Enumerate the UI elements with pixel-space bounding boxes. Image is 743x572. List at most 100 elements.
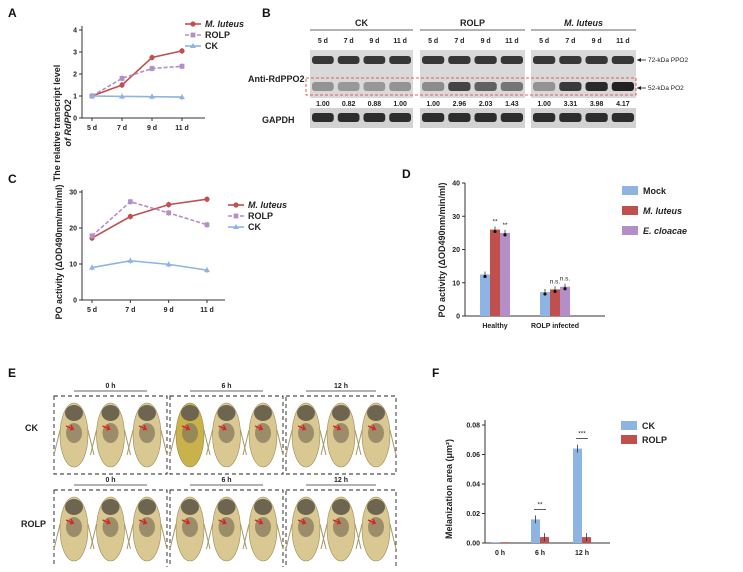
panel-d-bars: ** ** n.s. n.s. <box>480 219 570 316</box>
photo-time-label: 0 h <box>105 477 115 484</box>
panel-a-ytick-label: 4 <box>73 28 77 35</box>
panel-c-point-ck <box>89 264 95 270</box>
panel-c-xticks: 5 d 7 d 9 d 11 d <box>87 300 214 314</box>
insect-head <box>332 405 350 421</box>
panel-c-legend-label-rolp: ROLP <box>248 211 273 221</box>
panel-c-ylabel: PO activity (ΔOD490nm/min/ml) <box>54 184 64 319</box>
panel-d-bar-e-cloacae <box>500 232 510 316</box>
panel-a-legend-marker <box>190 21 196 27</box>
blot-band-ppo2 <box>559 56 582 64</box>
panel-c-point-m-luteus <box>127 213 133 220</box>
blot-band-ppo2 <box>585 56 608 64</box>
panel-d-ytick-label: 10 <box>452 280 460 287</box>
melanization-arrow <box>102 518 111 525</box>
panel-d-ytick-label: 0 <box>456 314 460 321</box>
panel-d-ytick-label: 30 <box>452 214 460 221</box>
insect-head <box>297 405 315 421</box>
insect-head <box>217 405 236 421</box>
insect-head <box>65 499 83 515</box>
melanization-arrow <box>297 424 307 431</box>
panel-b-letter: B <box>262 6 271 20</box>
insect-leg <box>320 523 328 550</box>
panel-a-point-ck <box>179 94 185 100</box>
insect-head <box>101 405 120 421</box>
blot-quant-value: 3.31 <box>564 101 578 108</box>
panel-a-legend-label-rolp: ROLP <box>205 30 230 40</box>
blot-band-ppo2 <box>389 56 411 64</box>
photo-time-label: 12 h <box>334 383 348 390</box>
photo-time-label: 6 h <box>221 383 231 390</box>
insect-leg <box>354 523 362 550</box>
panel-a-legend-label-m-luteus: M. luteus <box>205 19 244 29</box>
panel-a-xtick-label: 5 d <box>87 125 97 132</box>
blot-band-po2 <box>611 82 634 91</box>
melanization-arrow <box>65 518 75 525</box>
panel-a-legend-marker <box>190 43 196 48</box>
blot-band-gapdh <box>474 113 497 122</box>
panel-a-point-m-luteus <box>149 54 155 61</box>
panel-c-ytick-label: 30 <box>69 190 77 197</box>
panel-e-letter: E <box>8 366 16 380</box>
insect-thorax <box>218 423 235 443</box>
panel-d-yticks: 0 10 20 30 40 <box>452 181 465 321</box>
panel-d-significance: n.s. <box>550 278 561 285</box>
panel-d-xticks: Healthy ROLP infected <box>482 323 579 330</box>
blot-lane-label: 7 d <box>454 38 464 45</box>
blot-group-label-ck: CK <box>355 18 368 28</box>
panel-c-point-ck <box>204 267 210 273</box>
photo-time-label: 0 h <box>105 383 115 390</box>
panel-d-legend-swatch <box>622 226 638 235</box>
insect-head <box>138 499 156 515</box>
insect-thorax <box>102 423 119 443</box>
insect-leg <box>160 429 168 456</box>
insect-head <box>217 499 236 515</box>
blot-quant-value: 1.00 <box>316 101 330 108</box>
panel-d-significance: ** <box>492 219 498 226</box>
blot-band-po2 <box>585 82 608 91</box>
panel-a-legend-marker <box>190 32 196 38</box>
blot-band-po2 <box>337 82 360 91</box>
panel-d-bar-mock <box>480 274 490 316</box>
melanization-arrow <box>297 518 307 525</box>
blot-band-ppo2 <box>533 56 556 64</box>
panel-c-point-rolp <box>127 199 133 205</box>
blot-band-ppo2 <box>448 56 471 64</box>
panel-c-legend-marker <box>233 224 239 229</box>
panel-c-series <box>89 196 210 274</box>
insect-leg <box>320 429 328 456</box>
panel-c-point-rolp <box>89 233 95 239</box>
panel-d-datapoint <box>483 274 487 279</box>
blot-band-ppo2 <box>337 56 360 64</box>
insect-thorax <box>255 517 271 537</box>
panel-d-datapoint <box>493 229 497 234</box>
melanization-arrow <box>367 518 377 525</box>
panel-f-xticks: 0 h 6 h 12 h <box>495 550 589 557</box>
blot-arrowhead-lower <box>637 86 641 90</box>
insect-head <box>254 405 272 421</box>
panel-f-xtick-label: 6 h <box>535 550 545 557</box>
panel-c-line-rolp <box>91 200 208 237</box>
panel-c-line-m-luteus <box>91 198 208 239</box>
panel-d-legend-label-m-luteus: M. luteus <box>643 206 682 216</box>
panel-a-point-ck <box>149 93 155 99</box>
panel-a-legend-label-ck: CK <box>205 41 218 51</box>
blot-band-po2 <box>500 82 523 91</box>
panel-d-datapoint <box>543 292 547 296</box>
panel-c-ytick-label: 10 <box>69 262 77 269</box>
panel-f-legend-label-rolp: ROLP <box>642 435 667 445</box>
panel-c-legend-label-ck: CK <box>248 222 261 232</box>
blot-quant-value: 1.00 <box>537 101 551 108</box>
panel-a-point-rolp <box>149 66 155 71</box>
blot-band-label-upper: 72-kDa PPO2 <box>648 57 688 64</box>
insect-leg <box>276 523 284 550</box>
insect-leg <box>126 429 134 456</box>
insect-leg <box>389 429 397 456</box>
panel-a-point-ck <box>119 93 125 99</box>
panel-d-xtick-label: Healthy <box>482 323 507 330</box>
panel-f-ytick-label: 0.00 <box>466 541 480 548</box>
panel-c-letter: C <box>8 172 17 186</box>
panel-d-datapoint <box>503 233 507 237</box>
panel-f-xtick-label: 0 h <box>495 550 505 557</box>
panel-a-ytick-label: 3 <box>73 50 77 57</box>
